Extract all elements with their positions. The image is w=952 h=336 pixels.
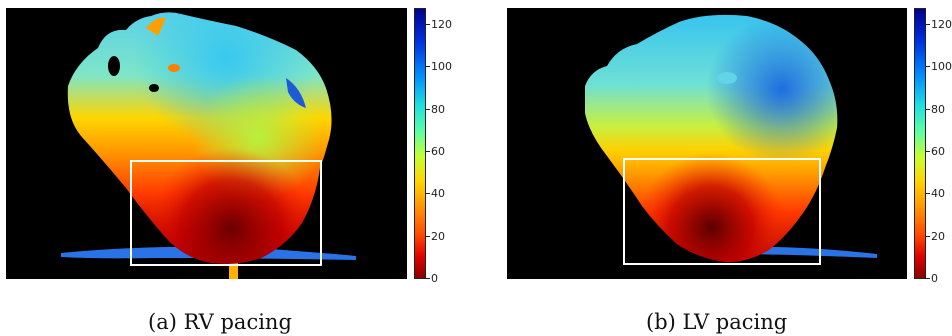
colorbar-tick: 40 bbox=[931, 187, 945, 200]
colorbar-tick: 40 bbox=[431, 187, 445, 200]
heart-image-lv bbox=[585, 14, 877, 263]
colorbar-tick: 100 bbox=[431, 60, 452, 73]
activation-map-lv bbox=[507, 8, 907, 279]
colorbar-rv bbox=[414, 8, 426, 279]
colorbar-tick: 20 bbox=[931, 230, 945, 243]
colorbar-tick: 0 bbox=[931, 272, 938, 285]
panel-b: 0 20 40 60 80 100 120 (b) LV pacing bbox=[476, 0, 952, 336]
colorbar-tick: 60 bbox=[931, 145, 945, 158]
colorbar-tick: 80 bbox=[431, 103, 445, 116]
roi-box-rv bbox=[130, 160, 322, 266]
colorbar-tick: 120 bbox=[931, 18, 952, 31]
colorbar-tick: 0 bbox=[431, 272, 438, 285]
panel-a: 0 20 40 60 80 100 120 (a) RV pacing bbox=[6, 8, 452, 334]
colorbar-tick: 20 bbox=[431, 230, 445, 243]
colorbar-tick: 80 bbox=[931, 103, 945, 116]
caption-rv-pacing: (a) RV pacing bbox=[148, 310, 292, 334]
caption-lv-pacing: (b) LV pacing bbox=[646, 310, 788, 334]
colorbar-tick: 60 bbox=[431, 145, 445, 158]
colorbar-lv bbox=[914, 8, 926, 279]
roi-box-lv bbox=[623, 158, 821, 265]
heart-image-rv bbox=[61, 12, 356, 279]
colorbar-tick: 120 bbox=[431, 18, 452, 31]
activation-map-rv bbox=[6, 8, 407, 279]
colorbar-tick: 100 bbox=[931, 60, 952, 73]
